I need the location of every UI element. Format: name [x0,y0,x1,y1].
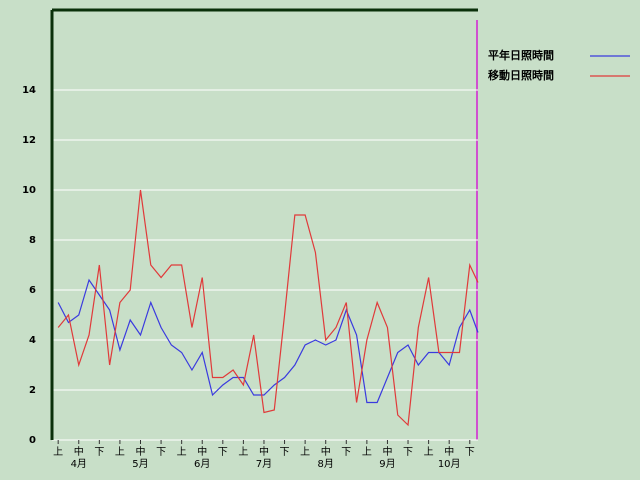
y-tick-label: 8 [29,235,36,246]
y-tick-label: 0 [29,435,36,446]
legend-label: 平年日照時間 [488,48,554,62]
y-tick-label: 14 [22,85,36,96]
x-tick-label: 下 [94,447,104,458]
x-tick-label: 中 [321,445,331,458]
series-line [57,278,479,404]
x-tick-label: 上 [115,446,125,458]
plot: 02468101214上中下上中下上中下上中下上中下上中下上中下4月 5月 6月 7月… [22,85,479,470]
x-tick-label: 上 [238,446,248,458]
x-tick-label: 下 [465,447,475,458]
x-tick-label: 上 [300,446,310,458]
x-tick-label: 中 [197,445,207,458]
x-tick-label: 下 [280,447,290,458]
x-tick-label: 上 [53,446,63,458]
x-tick-label: 下 [403,447,413,458]
x-tick-label: 下 [341,447,351,458]
x-tick-label: 中 [259,445,269,458]
x-tick-label: 下 [156,447,166,458]
month-label: 10月 [438,458,461,470]
month-label: 6月 [194,458,210,470]
x-tick-label: 上 [177,446,187,458]
x-tick-label: 上 [362,446,372,458]
x-tick-label: 中 [74,445,84,458]
y-tick-label: 6 [29,285,36,296]
month-label: 8月 [318,458,334,470]
x-tick-label: 中 [382,445,392,458]
x-tick-label: 下 [218,447,228,458]
series-line [57,189,479,427]
month-label: 5月 [132,458,148,470]
month-label: 9月 [379,458,395,470]
x-tick-label: 中 [135,445,145,458]
y-tick-label: 12 [22,135,36,146]
x-tick-label: 中 [444,445,454,458]
y-tick-label: 4 [29,335,36,346]
x-tick-label: 上 [424,446,434,458]
month-label: 4月 [71,458,87,470]
y-tick-label: 10 [22,185,36,196]
y-tick-label: 2 [29,385,36,396]
legend-label: 移動日照時間 [488,68,554,82]
month-label: 7月 [256,458,272,470]
